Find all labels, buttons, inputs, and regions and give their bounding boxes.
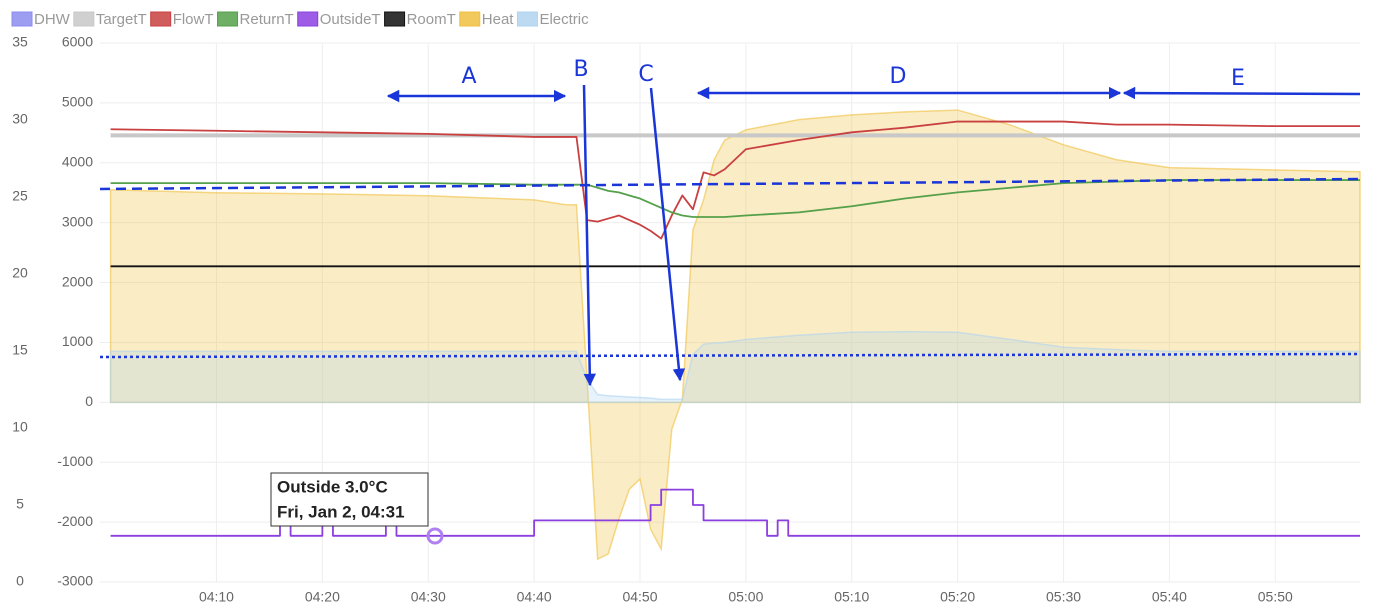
tooltip-text: Outside 3.0°C <box>277 477 388 496</box>
x-tick-label: 05:40 <box>1152 589 1187 605</box>
annotation: B <box>573 57 588 82</box>
annotation: A <box>461 64 476 89</box>
line <box>110 488 1360 537</box>
tooltip <box>270 472 429 527</box>
annotations: A B C D E Outside 3.0°C Fri, Jan 2, 04:3… <box>99 57 1361 545</box>
y2-tick-label: 6000 <box>62 34 93 50</box>
legend-label: RoomT <box>407 11 456 28</box>
annotation: C <box>638 62 653 87</box>
y2-tick-label: 1000 <box>62 333 93 349</box>
x-tick-label: 05:00 <box>728 589 763 605</box>
legend-swatch <box>217 11 239 27</box>
x-tick-label: 05:20 <box>940 589 975 605</box>
dotted-line <box>99 352 1361 359</box>
legend-label: Heat <box>482 11 515 28</box>
x-tick-label: 05:50 <box>1258 589 1293 605</box>
arrow <box>582 84 597 387</box>
y2-tick-label: -3000 <box>57 573 93 589</box>
area <box>109 330 1361 404</box>
x-tick-label: 04:10 <box>199 589 234 605</box>
legend-swatch <box>297 11 319 27</box>
legend-swatch <box>459 11 481 27</box>
y2-tick-label: 5000 <box>62 94 93 110</box>
legend-swatch <box>11 11 33 27</box>
y2-tick-label: -2000 <box>57 513 93 529</box>
annotation: E <box>1231 66 1245 91</box>
grid: 0 5 10 15 20 25 30 35 -3000 -2000 -1000 0 1000 2000 30… <box>12 34 1360 605</box>
x-tick-label: 04:50 <box>622 589 657 605</box>
x-tick-label: 04:40 <box>517 589 552 605</box>
legend-label: ReturnT <box>240 11 294 28</box>
legend-label: Electric <box>539 11 589 28</box>
y-tick-label: 0 <box>16 573 24 589</box>
x-tick-label: 04:30 <box>411 589 446 605</box>
y2-tick-label: 0 <box>85 393 93 409</box>
legend: DHW TargetT FlowT ReturnT OutsideT RoomT Heat E… <box>11 11 589 28</box>
y-tick-label: 10 <box>12 419 28 435</box>
legend-swatch <box>150 11 172 27</box>
y-tick-label: 30 <box>12 111 28 127</box>
x-tick-label: 04:20 <box>305 589 340 605</box>
y-tick-label: 35 <box>12 34 28 50</box>
hover-marker <box>426 527 444 545</box>
y2-tick-label: 2000 <box>62 273 93 289</box>
line <box>110 120 1360 240</box>
y2-tick-label: 4000 <box>62 153 93 169</box>
x-tick-label: 05:10 <box>834 589 869 605</box>
arrow <box>649 87 686 382</box>
x-tick-label: 05:30 <box>1046 589 1081 605</box>
arrow <box>1122 86 1361 100</box>
legend-swatch <box>73 11 95 27</box>
legend-label: FlowT <box>173 11 214 28</box>
legend-label: TargetT <box>96 11 147 28</box>
legend-swatch <box>384 11 406 27</box>
y-tick-label: 25 <box>12 188 28 204</box>
annotation: D <box>890 64 907 89</box>
plot <box>109 109 1361 561</box>
legend-label: OutsideT <box>320 11 381 28</box>
y-tick-label: 15 <box>12 342 28 358</box>
y2-tick-label: 3000 <box>62 213 93 229</box>
y-tick-label: 20 <box>12 265 28 281</box>
y2-tick-label: -1000 <box>57 453 93 469</box>
legend-label: DHW <box>34 11 71 28</box>
legend-swatch <box>516 11 538 27</box>
y-tick-label: 5 <box>16 496 24 512</box>
tooltip-text: Fri, Jan 2, 04:31 <box>277 502 405 521</box>
dashed-line <box>99 177 1361 191</box>
